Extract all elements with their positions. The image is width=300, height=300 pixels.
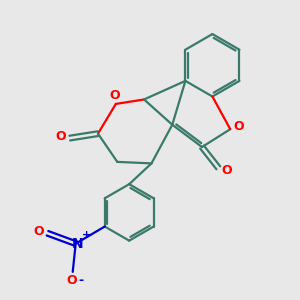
Text: O: O [33, 225, 44, 238]
Text: +: + [82, 230, 91, 240]
Text: O: O [109, 89, 120, 102]
Text: N: N [71, 237, 83, 250]
Text: -: - [79, 274, 84, 287]
Text: O: O [221, 164, 232, 177]
Text: O: O [233, 120, 244, 133]
Text: O: O [56, 130, 66, 143]
Text: O: O [66, 274, 76, 287]
